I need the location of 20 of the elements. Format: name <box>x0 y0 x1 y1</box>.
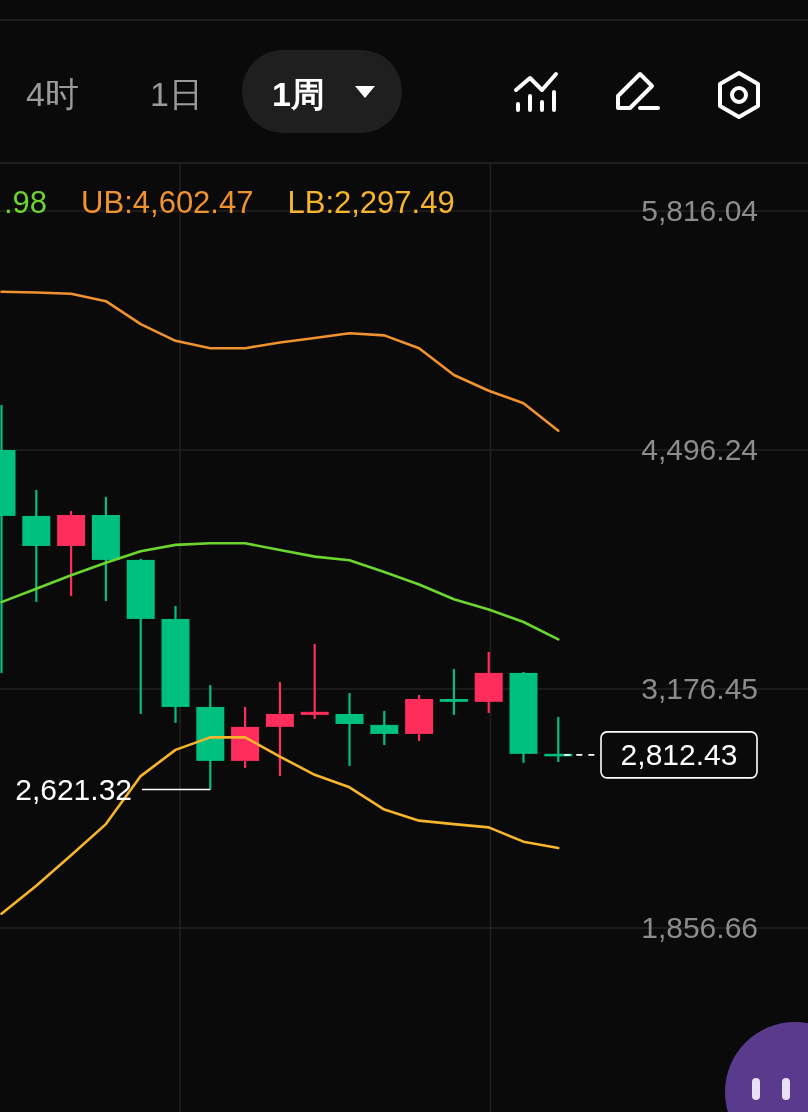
candlestick <box>335 691 364 768</box>
text: 1日 <box>150 75 203 113</box>
y-tick-label: 1,856.66 <box>641 911 758 945</box>
line-series <box>0 736 560 916</box>
candlestick <box>265 680 294 778</box>
annotation: 2,621.32 <box>15 772 132 806</box>
y-tick-label: 5,816.04 <box>641 194 758 228</box>
line-series <box>0 541 560 641</box>
text: .98 <box>4 184 48 220</box>
y-tick-label: 4,496.24 <box>641 433 758 467</box>
candlestick <box>439 667 468 717</box>
candlestick <box>370 709 399 747</box>
text: 1周 <box>272 75 325 113</box>
text: 4时 <box>26 75 79 113</box>
line-series <box>0 290 560 433</box>
candlestick <box>300 642 329 720</box>
ref-line-label: 2,812.43 <box>620 738 738 772</box>
text: UB:4,602.47 <box>81 184 254 220</box>
y-tick-label: 3,176.45 <box>641 672 758 706</box>
text: LB:2,297.49 <box>287 184 455 220</box>
